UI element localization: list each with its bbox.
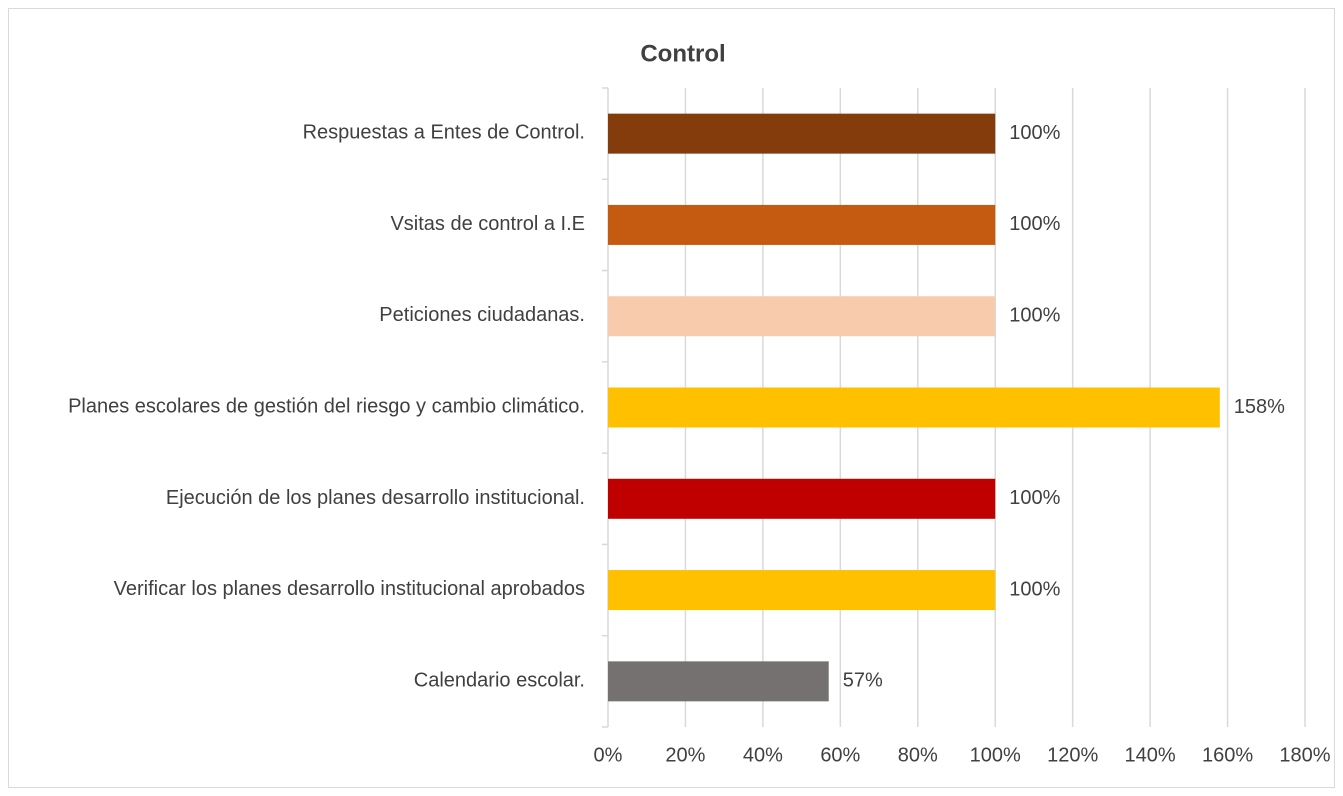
x-tick-label: 160%: [1202, 744, 1253, 766]
x-tick-label: 60%: [820, 744, 860, 766]
x-tick-label: 0%: [594, 744, 623, 766]
data-label: 158%: [1234, 396, 1285, 418]
chart-title: Control: [640, 40, 725, 67]
data-label: 100%: [1009, 213, 1060, 235]
data-label: 100%: [1009, 578, 1060, 600]
x-tick-label: 20%: [665, 744, 705, 766]
y-tick-label: Peticiones ciudadanas.: [379, 304, 585, 326]
x-tick-label: 180%: [1279, 744, 1330, 766]
y-tick-label: Verificar los planes desarrollo instituc…: [114, 578, 585, 600]
data-label: 57%: [843, 670, 883, 692]
x-tick-label: 140%: [1125, 744, 1176, 766]
x-tick-label: 80%: [898, 744, 938, 766]
bar: [608, 296, 996, 337]
data-label: 100%: [1009, 487, 1060, 509]
y-tick-label: Ejecución de los planes desarrollo insti…: [166, 487, 585, 509]
y-tick-label: Respuestas a Entes de Control.: [303, 122, 585, 144]
bar: [608, 478, 996, 519]
data-label: 100%: [1009, 122, 1060, 144]
x-tick-label: 40%: [743, 744, 783, 766]
bar: [608, 204, 996, 245]
bar: [608, 113, 996, 154]
bar: [608, 661, 829, 702]
bar: [608, 387, 1220, 428]
y-tick-label: Calendario escolar.: [414, 670, 585, 692]
data-label: 100%: [1009, 304, 1060, 326]
bar: [608, 570, 996, 611]
y-tick-label: Planes escolares de gestión del riesgo y…: [68, 396, 585, 418]
x-tick-label: 120%: [1047, 744, 1098, 766]
x-tick-label: 100%: [970, 744, 1021, 766]
y-tick-label: Vsitas de control a I.E: [390, 213, 585, 235]
